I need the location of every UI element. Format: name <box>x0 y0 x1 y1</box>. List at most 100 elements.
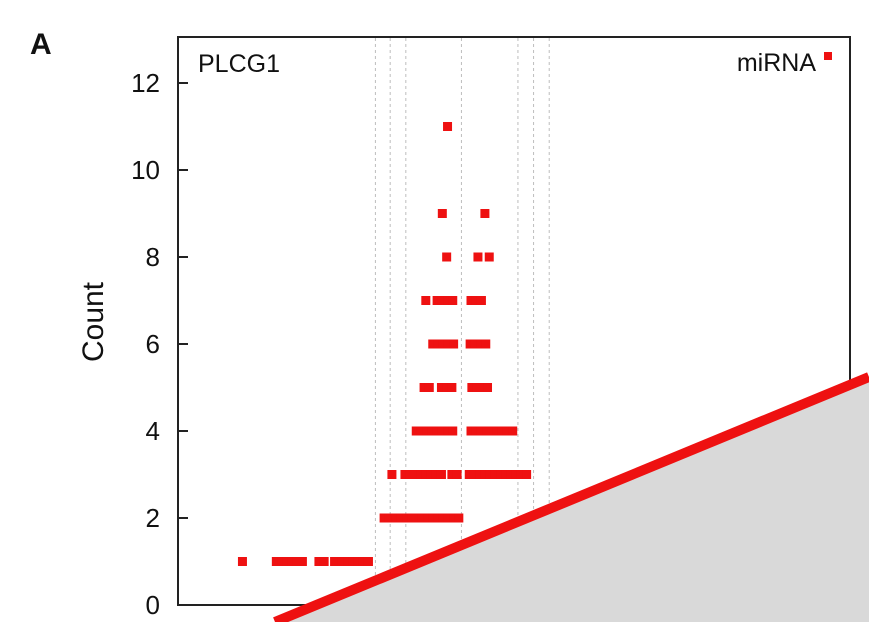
data-point-9 <box>330 557 340 566</box>
vertical-reference-lines <box>374 38 550 604</box>
data-point-37 <box>426 470 436 479</box>
legend-label: miRNA <box>737 49 816 77</box>
data-point-63 <box>471 426 481 436</box>
data-point-2 <box>277 557 287 566</box>
data-point-56 <box>422 426 432 436</box>
y-tick-label-6: 6 <box>146 329 160 359</box>
data-point-66 <box>487 426 497 436</box>
y-tick-label-8: 8 <box>146 242 160 272</box>
data-point-76 <box>467 383 477 392</box>
data-point-98 <box>473 252 483 262</box>
y-tick-label-0: 0 <box>146 590 160 620</box>
data-point-33 <box>405 470 415 479</box>
data-point-80 <box>428 339 438 349</box>
data-point-68 <box>497 426 507 436</box>
data-point-28 <box>443 513 453 523</box>
data-point-97 <box>442 252 452 262</box>
data-point-5 <box>292 557 302 566</box>
data-point-81 <box>433 339 443 349</box>
data-point-53 <box>522 470 532 479</box>
data-point-44 <box>475 470 485 479</box>
data-point-21 <box>407 513 417 523</box>
data-point-30 <box>454 513 464 523</box>
data-point-51 <box>511 470 521 479</box>
data-point-64 <box>476 426 486 436</box>
data-point-19 <box>396 513 406 523</box>
data-point-46 <box>485 470 495 479</box>
data-point-10 <box>337 557 347 566</box>
data-point-31 <box>387 470 397 479</box>
data-point-96 <box>476 296 486 305</box>
data-point-43 <box>469 470 479 479</box>
data-point-95 <box>471 296 481 305</box>
legend: miRNA <box>737 49 832 77</box>
data-point-52 <box>516 470 526 479</box>
data-point-59 <box>437 426 447 436</box>
data-point-78 <box>477 383 487 392</box>
data-point-99 <box>484 252 494 262</box>
data-point-73 <box>436 383 446 392</box>
data-point-67 <box>492 426 502 436</box>
data-point-35 <box>416 470 426 479</box>
data-point-49 <box>501 470 511 479</box>
data-point-29 <box>449 513 459 523</box>
data-point-42 <box>464 470 474 479</box>
data-point-82 <box>438 339 448 349</box>
data-point-16 <box>379 513 389 523</box>
legend-swatch <box>824 52 832 60</box>
y-tick-label-2: 2 <box>146 503 160 533</box>
data-point-60 <box>443 426 453 436</box>
data-point-94 <box>466 296 476 305</box>
data-point-34 <box>410 470 420 479</box>
panel-label: A <box>30 28 52 61</box>
y-axis-title: Count <box>77 281 110 362</box>
data-point-86 <box>470 339 480 349</box>
data-point-26 <box>433 513 443 523</box>
data-point-23 <box>417 513 427 523</box>
data-point-71 <box>419 383 429 392</box>
data-point-24 <box>423 513 433 523</box>
data-point-20 <box>402 513 412 523</box>
data-point-18 <box>391 513 401 523</box>
y-axis-ticks: 0 2 4 6 8 10 12 <box>131 68 188 620</box>
data-point-65 <box>482 426 492 436</box>
data-point-55 <box>416 426 426 436</box>
y-tick-label-10: 10 <box>131 155 160 185</box>
data-point-48 <box>496 470 506 479</box>
data-point-77 <box>472 383 482 392</box>
data-point-79 <box>483 383 493 392</box>
data-point-40 <box>447 470 457 479</box>
data-point-4 <box>287 557 297 566</box>
data-point-88 <box>481 339 491 349</box>
data-point-50 <box>506 470 516 479</box>
data-point-87 <box>476 339 486 349</box>
data-point-75 <box>447 383 457 392</box>
data-point-101 <box>480 209 490 218</box>
data-point-11 <box>343 557 353 566</box>
data-point-15 <box>363 557 373 566</box>
y-tick-label-12: 12 <box>131 68 160 98</box>
data-point-14 <box>358 557 368 566</box>
diagonal-red-line <box>273 372 869 622</box>
data-point-27 <box>438 513 448 523</box>
data-point-70 <box>508 426 518 436</box>
data-point-7 <box>314 557 324 566</box>
data-point-61 <box>448 426 458 436</box>
data-point-90 <box>432 296 442 305</box>
data-point-83 <box>443 339 453 349</box>
data-point-58 <box>432 426 442 436</box>
data-point-32 <box>400 470 410 479</box>
data-point-6 <box>297 557 307 566</box>
data-point-91 <box>437 296 447 305</box>
data-point-38 <box>431 470 441 479</box>
data-point-25 <box>428 513 438 523</box>
data-point-62 <box>466 426 476 436</box>
data-point-47 <box>490 470 500 479</box>
data-point-1 <box>271 557 281 566</box>
data-point-17 <box>384 513 394 523</box>
data-point-93 <box>448 296 458 305</box>
data-point-3 <box>282 557 292 566</box>
data-point-72 <box>424 383 434 392</box>
data-point-84 <box>449 339 459 349</box>
